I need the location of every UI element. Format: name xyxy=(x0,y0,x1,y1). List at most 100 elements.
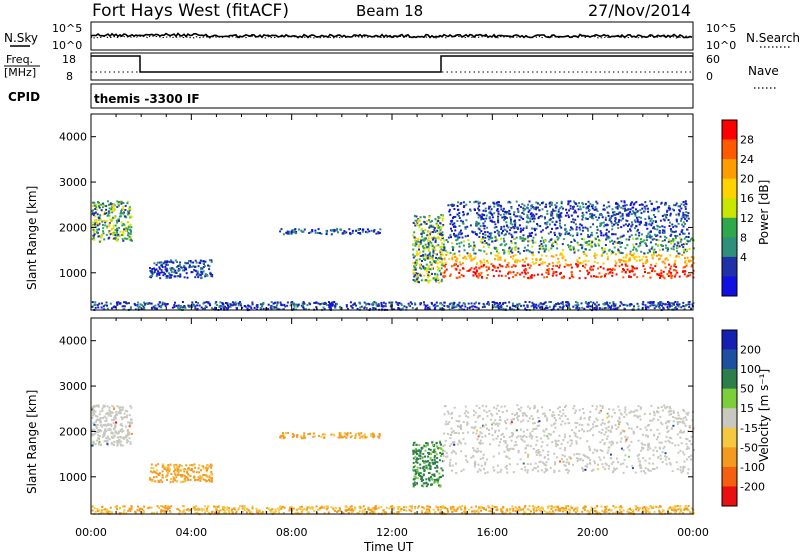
range-gate-cell xyxy=(117,235,120,238)
range-gate-cell xyxy=(577,263,580,266)
range-gate-cell xyxy=(153,470,156,473)
range-gate-cell xyxy=(560,212,563,214)
range-gate-cell xyxy=(668,457,671,460)
range-gate-cell xyxy=(434,252,437,255)
range-gate-cell xyxy=(225,302,227,304)
range-gate-cell xyxy=(502,249,504,251)
range-gate-cell xyxy=(120,210,123,212)
range-gate-cell xyxy=(420,477,423,480)
range-gate-cell xyxy=(328,308,331,311)
range-gate-cell xyxy=(621,270,624,273)
range-gate-cell xyxy=(426,268,429,271)
range-gate-cell xyxy=(111,419,114,422)
range-gate-cell xyxy=(621,263,623,266)
range-gate-cell xyxy=(413,302,416,305)
range-gate-cell xyxy=(373,229,376,231)
range-gate-cell xyxy=(661,229,664,232)
range-gate-cell xyxy=(458,215,460,217)
range-gate-cell xyxy=(425,246,428,249)
range-gate-cell xyxy=(413,478,416,481)
range-gate-cell xyxy=(440,280,443,283)
range-gate-cell xyxy=(617,251,620,254)
range-gate-cell xyxy=(634,214,637,217)
range-gate-cell xyxy=(646,239,648,242)
range-gate-cell xyxy=(490,208,493,211)
range-gate-cell xyxy=(538,244,541,247)
range-gate-cell xyxy=(567,305,570,308)
range-gate-cell xyxy=(475,432,478,435)
range-gate-cell xyxy=(542,449,545,452)
range-gate-cell xyxy=(591,234,594,237)
range-gate-cell xyxy=(605,431,607,434)
range-gate-cell xyxy=(381,308,384,311)
range-gate-cell xyxy=(541,229,544,232)
range-gate-cell xyxy=(303,308,306,311)
range-gate-cell xyxy=(489,234,492,237)
range-gate-cell xyxy=(547,432,550,435)
range-gate-cell xyxy=(113,418,115,421)
range-gate-cell xyxy=(441,264,444,267)
range-gate-cell xyxy=(684,257,686,260)
range-gate-cell xyxy=(595,408,598,411)
range-gate-cell xyxy=(122,230,125,233)
range-gate-cell xyxy=(198,261,201,264)
range-gate-cell xyxy=(506,225,509,228)
range-gate-cell xyxy=(446,432,449,435)
range-gate-cell xyxy=(641,207,644,210)
range-gate-cell xyxy=(126,202,129,205)
range-gate-cell xyxy=(109,202,112,205)
range-gate-cell xyxy=(423,301,425,304)
range-gate-cell xyxy=(504,210,507,213)
range-gate-cell xyxy=(604,224,607,227)
range-gate-cell xyxy=(422,474,425,477)
range-gate-cell xyxy=(588,235,591,238)
range-gate-cell xyxy=(624,204,627,207)
range-gate-cell xyxy=(96,431,99,434)
range-gate-cell xyxy=(503,228,506,231)
range-gate-cell xyxy=(451,464,454,467)
range-gate-cell xyxy=(634,409,637,412)
range-gate-cell xyxy=(91,433,93,436)
y-tick-label: 4000 xyxy=(59,131,87,144)
range-gate-cell xyxy=(597,242,600,245)
range-gate-cell xyxy=(206,474,209,477)
range-gate-cell xyxy=(588,429,591,432)
range-gate-cell xyxy=(624,223,627,226)
range-gate-cell xyxy=(351,229,354,232)
range-gate-cell xyxy=(415,272,418,275)
range-gate-cell xyxy=(682,248,685,251)
range-gate-cell xyxy=(605,238,608,241)
range-gate-cell xyxy=(415,461,418,463)
range-gate-cell xyxy=(579,418,582,421)
range-gate-cell xyxy=(333,301,336,303)
range-gate-cell xyxy=(287,231,290,234)
range-gate-cell xyxy=(367,302,370,305)
range-gate-cell xyxy=(449,275,452,277)
range-gate-cell xyxy=(608,441,611,444)
range-gate-cell xyxy=(666,209,669,212)
range-gate-cell xyxy=(528,277,531,280)
range-gate-cell xyxy=(458,425,461,428)
range-gate-cell xyxy=(139,303,142,306)
range-gate-cell xyxy=(639,209,642,212)
range-gate-cell xyxy=(289,304,292,307)
range-gate-cell xyxy=(488,429,490,431)
range-gate-cell xyxy=(324,301,327,304)
range-gate-cell xyxy=(572,248,575,251)
range-gate-cell xyxy=(570,220,573,223)
range-gate-cell xyxy=(666,249,669,252)
range-gate-cell xyxy=(645,434,648,437)
range-gate-cell xyxy=(633,414,636,417)
range-gate-cell xyxy=(129,216,132,219)
range-gate-cell xyxy=(597,216,600,219)
range-gate-cell xyxy=(607,307,610,310)
range-gate-cell xyxy=(159,271,162,274)
range-gate-cell xyxy=(250,307,253,310)
range-gate-cell xyxy=(579,458,582,461)
range-gate-cell xyxy=(524,271,527,274)
range-gate-cell xyxy=(178,469,181,472)
range-gate-cell xyxy=(653,238,656,240)
range-gate-cell xyxy=(446,305,449,308)
range-gate-cell xyxy=(635,201,638,204)
range-gate-cell xyxy=(419,303,422,306)
